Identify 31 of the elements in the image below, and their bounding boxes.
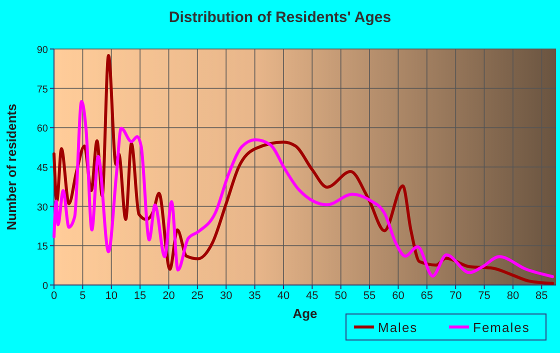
x-tick-label: 35: [248, 290, 261, 302]
legend-label: Males: [378, 320, 418, 335]
y-axis-title: Number of residents: [4, 104, 19, 230]
x-tick-label: 45: [306, 290, 318, 302]
x-tick-label: 20: [162, 290, 175, 302]
line-series: [52, 100, 554, 278]
x-tick-label: 50: [334, 290, 347, 302]
y-tick-label: 90: [36, 45, 48, 56]
y-tick-label: 0: [42, 281, 48, 292]
y-tick-label: 75: [36, 84, 48, 96]
x-tick-label: 0: [50, 290, 58, 302]
x-tick-label: 40: [277, 290, 290, 302]
x-axis-title: Age: [292, 306, 318, 321]
x-tick-label: 70: [449, 290, 462, 302]
x-tick-label: 75: [478, 290, 490, 302]
x-tick-label: 5: [80, 290, 86, 302]
x-tick-label: 25: [191, 290, 204, 302]
y-tick-label: 15: [36, 242, 48, 253]
y-tick-label: 60: [36, 124, 48, 135]
x-tick-label: 85: [536, 290, 548, 302]
x-tick-label: 30: [220, 290, 232, 302]
legend-label: Females: [473, 320, 530, 335]
x-tick-label: 80: [506, 290, 520, 302]
y-tick-label: 30: [36, 202, 48, 214]
x-tick-label: 10: [105, 290, 118, 302]
x-tick-label: 15: [134, 290, 146, 302]
x-tick-label: 60: [392, 290, 404, 302]
x-tick-label: 65: [420, 290, 434, 302]
y-tick-label: 45: [36, 163, 48, 174]
chart-title: Distribution of Residents' Ages: [168, 9, 392, 26]
x-tick-label: 55: [363, 290, 376, 302]
